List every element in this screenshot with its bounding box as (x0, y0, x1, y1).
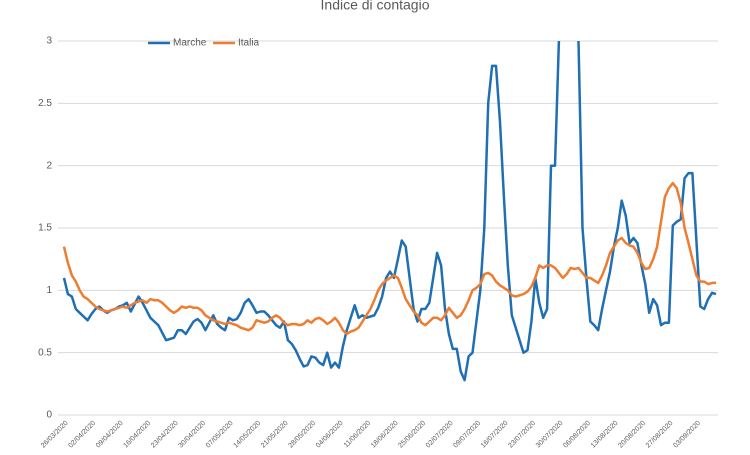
plot-lines (62, 41, 717, 382)
x-tick-label: 27/08/2020 (645, 420, 675, 450)
x-tick-label: 30/04/2020 (177, 420, 207, 450)
x-tick-label: 18/06/2020 (370, 420, 400, 450)
x-tick-label: 09/07/2020 (452, 420, 482, 450)
series-line (62, 41, 717, 382)
x-tick-label: 23/07/2020 (507, 420, 537, 450)
x-tick-label: 14/05/2020 (232, 420, 262, 450)
x-tick-label: 07/05/2020 (205, 420, 235, 450)
y-tick-label: 0.5 (38, 347, 52, 358)
x-tick-label: 23/04/2020 (150, 420, 180, 450)
y-tick-label: 2.5 (38, 98, 52, 109)
x-tick-label: 30/07/2020 (535, 420, 565, 450)
chart-title: Indice di contagio (321, 0, 430, 13)
x-tick-label: 26/03/2020 (40, 420, 70, 450)
x-tick-label: 02/04/2020 (67, 420, 97, 450)
y-tick-label: 1 (46, 285, 52, 296)
series-line (62, 181, 716, 336)
x-tick-label: 16/04/2020 (122, 420, 152, 450)
x-tick-label: 28/05/2020 (287, 420, 317, 450)
x-tick-label: 09/04/2020 (95, 420, 125, 450)
x-tick-label: 06/08/2020 (562, 420, 592, 450)
y-tick-label: 1.5 (38, 223, 52, 234)
x-tick-label: 11/06/2020 (343, 420, 372, 449)
x-tick-label: 21/05/2020 (260, 420, 290, 450)
legend-label: Marche (173, 38, 207, 49)
x-tick-label: 02/07/2020 (425, 420, 455, 450)
x-tick-label: 25/06/2020 (397, 420, 427, 450)
x-tick-label: 03/09/2020 (672, 420, 702, 450)
x-tick-label: 20/08/2020 (617, 420, 647, 450)
x-tick-label: 16/07/2020 (480, 420, 510, 450)
legend-label: Italia (238, 38, 260, 49)
y-tick-label: 0 (46, 410, 52, 421)
x-tick-label: 04/06/2020 (315, 420, 345, 450)
y-tick-label: 3 (46, 36, 52, 47)
x-tick-label: 13/08/2020 (590, 420, 620, 450)
y-tick-label: 2 (46, 160, 52, 171)
